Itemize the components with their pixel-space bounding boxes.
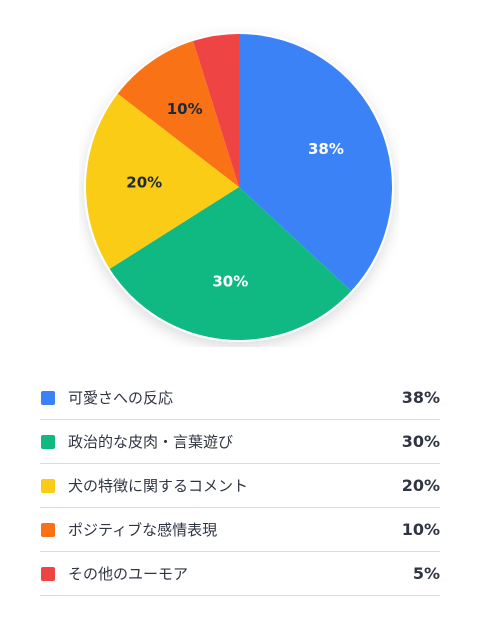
pie-slice	[109, 187, 352, 340]
legend-label: 可愛さへの反応	[68, 389, 174, 407]
pie-chart: 38% 30% 20% 10%	[79, 27, 399, 347]
legend-label: 犬の特徴に関するコメント	[68, 477, 249, 495]
legend-value: 10%	[401, 520, 440, 539]
legend-value: 30%	[401, 432, 440, 451]
legend-swatch	[41, 390, 55, 405]
legend-swatch	[41, 434, 55, 449]
pie-slice	[193, 34, 239, 187]
pie-slice-label: 38%	[308, 140, 344, 158]
pie-slice-label: 20%	[126, 174, 162, 192]
legend-label: ポジティブな感情表現	[68, 521, 218, 539]
pie-chart-svg: 38% 30% 20% 10%	[84, 32, 394, 342]
pie-slice	[239, 34, 392, 291]
pie-labels: 38% 30% 20% 10%	[126, 100, 344, 290]
legend-label: 政治的な皮肉・言葉遊び	[68, 433, 234, 451]
pie-slice	[117, 41, 239, 187]
pie-slice	[85, 93, 239, 269]
pie-slice-label: 10%	[167, 100, 203, 118]
legend-item: 可愛さへの反応 38%	[40, 376, 440, 420]
legend-swatch	[41, 566, 55, 581]
legend-item: 政治的な皮肉・言葉遊び 30%	[40, 420, 440, 464]
legend-item: その他のユーモア 5%	[40, 552, 440, 596]
legend: 可愛さへの反応 38% 政治的な皮肉・言葉遊び 30% 犬の特徴に関するコメント…	[40, 376, 440, 596]
legend-swatch	[41, 478, 55, 493]
legend-value: 5%	[412, 564, 440, 583]
pie-slices	[85, 34, 392, 340]
legend-item: 犬の特徴に関するコメント 20%	[40, 464, 440, 508]
legend-label: その他のユーモア	[68, 565, 189, 583]
legend-swatch	[41, 522, 55, 537]
legend-value: 20%	[401, 476, 440, 495]
legend-item: ポジティブな感情表現 10%	[40, 508, 440, 552]
pie-slice-label: 30%	[212, 272, 248, 290]
legend-value: 38%	[401, 388, 440, 407]
